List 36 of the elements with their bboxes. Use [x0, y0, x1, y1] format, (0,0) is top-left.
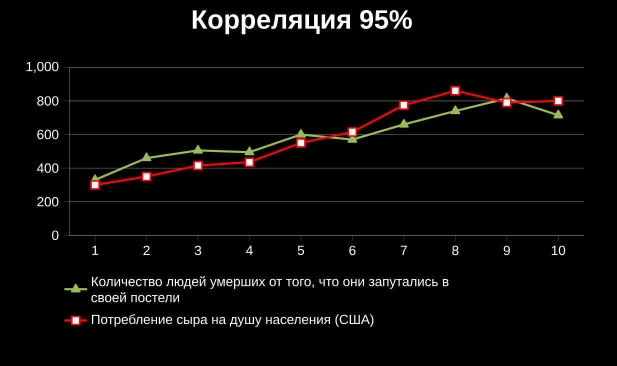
y-tick-label: 0: [52, 230, 58, 240]
x-tick-label: 8: [452, 246, 458, 256]
point: [399, 118, 409, 128]
x-tick-label: 4: [246, 246, 253, 255]
point: [450, 106, 460, 114]
legend-label: Количество людей умерших от того, что они запутались в своей постели: [91, 276, 448, 302]
point: [296, 129, 306, 138]
point: [348, 127, 358, 137]
x-tick-label: 9: [504, 246, 510, 256]
point: [244, 146, 254, 156]
x-tick-label: 3: [194, 246, 202, 256]
point: [450, 86, 460, 96]
y-tick-label: 1,000: [26, 62, 58, 73]
point: [142, 152, 152, 162]
point: [553, 96, 564, 106]
legend-label: Потребление сыра на душу населения (США): [92, 314, 374, 327]
x-tick-label: 6: [349, 246, 356, 256]
point: [296, 138, 306, 148]
point: [502, 98, 512, 108]
point: [244, 157, 254, 168]
x-tick-label: 10: [552, 246, 566, 256]
point: [399, 100, 409, 110]
x-tick-label: 1: [92, 246, 98, 255]
point: [193, 160, 203, 170]
x-tick-label: 7: [400, 246, 407, 255]
point: [90, 180, 100, 190]
x-tick-label: 5: [298, 246, 304, 256]
y-tick-label: 800: [37, 96, 58, 106]
y-tick-label: 400: [37, 163, 58, 173]
point: [553, 110, 564, 118]
chart-title: Корреляция 95%: [192, 10, 412, 34]
x-tick-label: 2: [144, 246, 150, 256]
point: [193, 145, 203, 154]
y-tick-label: 200: [37, 197, 58, 206]
point: [142, 172, 152, 182]
y-tick-label: 600: [37, 130, 58, 140]
